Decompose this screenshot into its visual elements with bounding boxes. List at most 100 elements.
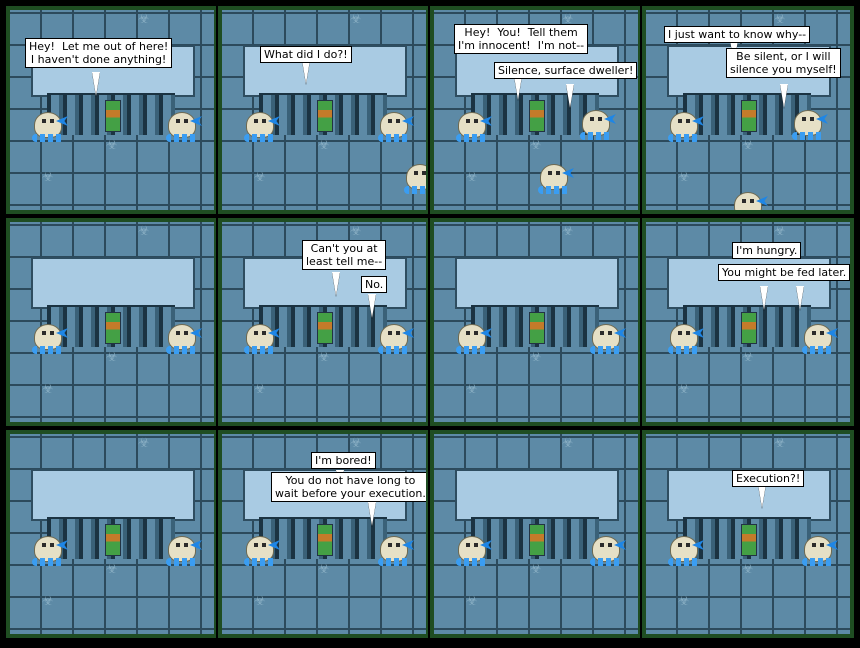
- guard-left: [244, 534, 280, 568]
- panel-3: ☣ ☣ ☣ Hey! You! Tell them I'm innocent! …: [434, 10, 638, 210]
- speech-tail: [780, 84, 788, 108]
- gargoyle-icon: ☣: [774, 224, 786, 239]
- guard-left: [456, 322, 492, 356]
- guard-right: [166, 534, 202, 568]
- prisoner: [741, 100, 757, 132]
- panel-8: ☣ ☣ ☣ I'm hungry. You might be fed later…: [646, 222, 850, 422]
- gargoyle-icon: ☣: [562, 436, 574, 451]
- guard-left: [668, 534, 704, 568]
- prisoner: [317, 312, 333, 344]
- guard-right: [802, 322, 838, 356]
- gargoyle-icon: ☣: [530, 562, 542, 577]
- prisoner: [105, 524, 121, 556]
- speech-tail: [302, 60, 310, 84]
- window: [455, 469, 619, 521]
- prisoner: [105, 312, 121, 344]
- speech-tail: [758, 484, 766, 508]
- speech-tail: [92, 72, 100, 96]
- gargoyle-icon: ☣: [138, 224, 150, 239]
- gargoyle-icon: ☣: [106, 138, 118, 153]
- gargoyle-icon: ☣: [42, 382, 54, 397]
- speech-bubble: Hey! Let me out of here! I haven't done …: [25, 38, 173, 68]
- speech-bubble: I'm hungry.: [732, 242, 802, 259]
- guard-right: [378, 534, 414, 568]
- speech-tail: [796, 286, 804, 310]
- speech-bubble: Silence, surface dweller!: [494, 62, 638, 79]
- panel-9: ☣ ☣ ☣: [10, 434, 214, 634]
- gargoyle-icon: ☣: [138, 12, 150, 27]
- panel-11: ☣ ☣ ☣: [434, 434, 638, 634]
- gargoyle-icon: ☣: [138, 436, 150, 451]
- gargoyle-icon: ☣: [530, 350, 542, 365]
- gargoyle-icon: ☣: [254, 170, 266, 185]
- gargoyle-icon: ☣: [466, 170, 478, 185]
- gargoyle-icon: ☣: [42, 594, 54, 609]
- gargoyle-icon: ☣: [318, 138, 330, 153]
- speech-bubble: I'm bored!: [311, 452, 376, 469]
- panel-10: ☣ ☣ ☣ I'm bored! You do not have long to…: [222, 434, 426, 634]
- guard-left: [32, 534, 68, 568]
- gargoyle-icon: ☣: [254, 594, 266, 609]
- gargoyle-icon: ☣: [350, 12, 362, 27]
- guard-walking: [538, 162, 574, 196]
- gargoyle-icon: ☣: [774, 436, 786, 451]
- window: [31, 469, 195, 521]
- guard-left: [244, 110, 280, 144]
- gargoyle-icon: ☣: [742, 138, 754, 153]
- guard-left: [244, 322, 280, 356]
- speech-bubble: You might be fed later.: [718, 264, 850, 281]
- guard-right: [378, 322, 414, 356]
- gargoyle-icon: ☣: [562, 12, 574, 27]
- guard-left: [456, 110, 492, 144]
- guard-right: [590, 534, 626, 568]
- speech-bubble: I just want to know why--: [664, 26, 811, 43]
- panel-6: ☣ ☣ ☣ Can't you at least tell me-- No.: [222, 222, 426, 422]
- gargoyle-icon: ☣: [678, 382, 690, 397]
- guard-walking: [732, 190, 768, 210]
- speech-bubble: Hey! You! Tell them I'm innocent! I'm no…: [454, 24, 589, 54]
- guard-right: [802, 534, 838, 568]
- guard-left: [32, 322, 68, 356]
- speech-tail: [514, 76, 522, 100]
- prisoner: [105, 100, 121, 132]
- prisoner: [529, 524, 545, 556]
- speech-bubble: Can't you at least tell me--: [302, 240, 387, 270]
- gargoyle-icon: ☣: [562, 224, 574, 239]
- speech-bubble: No.: [361, 276, 388, 293]
- gargoyle-icon: ☣: [106, 350, 118, 365]
- speech-bubble: You do not have long to wait before your…: [271, 472, 426, 502]
- prisoner: [741, 524, 757, 556]
- panel-2: ☣ ☣ ☣ What did I do?!: [222, 10, 426, 210]
- guard-left: [668, 322, 704, 356]
- panel-7: ☣ ☣ ☣: [434, 222, 638, 422]
- guard-right: [166, 110, 202, 144]
- gargoyle-icon: ☣: [106, 562, 118, 577]
- prisoner: [529, 100, 545, 132]
- speech-tail: [368, 502, 376, 526]
- guard-left: [668, 110, 704, 144]
- gargoyle-icon: ☣: [530, 138, 542, 153]
- gargoyle-icon: ☣: [318, 350, 330, 365]
- gargoyle-icon: ☣: [350, 224, 362, 239]
- prisoner: [529, 312, 545, 344]
- panel-5: ☣ ☣ ☣: [10, 222, 214, 422]
- guard-left: [32, 110, 68, 144]
- speech-tail: [566, 84, 574, 108]
- prisoner: [317, 524, 333, 556]
- guard-right: [580, 108, 616, 142]
- panel-1: ☣ ☣ ☣ Hey! Let me out of here! I haven't…: [10, 10, 214, 210]
- speech-tail: [332, 272, 340, 296]
- speech-bubble: What did I do?!: [260, 46, 352, 63]
- gargoyle-icon: ☣: [678, 170, 690, 185]
- prisoner: [741, 312, 757, 344]
- speech-tail: [368, 294, 376, 318]
- guard-right: [792, 108, 828, 142]
- gargoyle-icon: ☣: [318, 562, 330, 577]
- gargoyle-icon: ☣: [774, 12, 786, 27]
- gargoyle-icon: ☣: [678, 594, 690, 609]
- panel-12: ☣ ☣ ☣ Execution?!: [646, 434, 850, 634]
- guard-peek: [404, 162, 426, 196]
- guard-left: [456, 534, 492, 568]
- speech-tail: [760, 286, 768, 310]
